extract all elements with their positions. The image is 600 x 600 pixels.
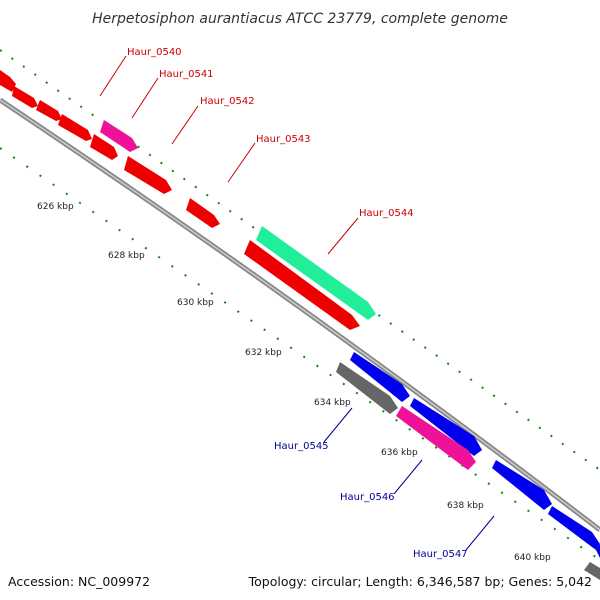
gene-label[interactable]: Haur_0544 bbox=[359, 208, 414, 219]
gene-arrow[interactable] bbox=[124, 156, 172, 194]
gene-label[interactable]: Haur_0540 bbox=[127, 47, 182, 58]
gene-arrow[interactable] bbox=[350, 352, 410, 402]
map-title: Herpetosiphon aurantiacus ATCC 23779, co… bbox=[92, 11, 508, 27]
gene-arrow[interactable] bbox=[36, 100, 62, 121]
reverse-genes bbox=[350, 352, 600, 558]
gene-arrow-gray[interactable] bbox=[336, 362, 398, 414]
genome-backbone-highlight bbox=[0, 99, 600, 531]
gene-arrow[interactable] bbox=[186, 198, 220, 228]
genome-backbone bbox=[0, 97, 600, 532]
accession-text: Accession: NC_009972 bbox=[8, 574, 150, 589]
gene-label[interactable]: Haur_0546 bbox=[340, 492, 395, 503]
topology-text: Topology: circular; Length: 6,346,587 bp… bbox=[248, 574, 592, 589]
gene-label[interactable]: Haur_0543 bbox=[256, 134, 311, 145]
gene-arrow-pink[interactable] bbox=[396, 406, 476, 470]
gene-label[interactable]: Haur_0541 bbox=[159, 69, 214, 80]
forward-genes bbox=[0, 70, 360, 330]
gene-label[interactable]: Haur_0545 bbox=[274, 441, 329, 452]
forward-label-leaders bbox=[99, 55, 359, 255]
gene-arrow-teal[interactable] bbox=[256, 226, 376, 320]
gene-label[interactable]: Haur_0547 bbox=[413, 549, 468, 560]
inner-tick-ring bbox=[0, 147, 600, 561]
gene-arrow[interactable] bbox=[410, 398, 482, 456]
reverse-label-leaders bbox=[323, 407, 495, 551]
gene-arrow[interactable] bbox=[58, 114, 92, 141]
gene-arrow[interactable] bbox=[548, 506, 600, 550]
gene-arrow[interactable] bbox=[492, 460, 552, 510]
gene-arrow[interactable] bbox=[12, 86, 38, 108]
gene-arrow[interactable] bbox=[90, 134, 118, 160]
scale-label: 634 kbp bbox=[314, 398, 351, 408]
gene-arrow[interactable] bbox=[0, 70, 16, 92]
scale-label: 626 kbp bbox=[37, 202, 74, 212]
gene-arrow[interactable] bbox=[244, 240, 360, 330]
scale-label: 628 kbp bbox=[108, 251, 145, 261]
gene-arrow-gray[interactable] bbox=[584, 562, 600, 580]
gene-arrow[interactable] bbox=[596, 544, 600, 558]
gene-arrow-pink[interactable] bbox=[100, 120, 138, 152]
scale-label: 630 kbp bbox=[177, 298, 214, 308]
scale-label: 640 kbp bbox=[514, 553, 551, 563]
gene-label[interactable]: Haur_0542 bbox=[200, 96, 255, 107]
scale-label: 636 kbp bbox=[381, 448, 418, 458]
scale-label: 638 kbp bbox=[447, 501, 484, 511]
scale-label: 632 kbp bbox=[245, 348, 282, 358]
